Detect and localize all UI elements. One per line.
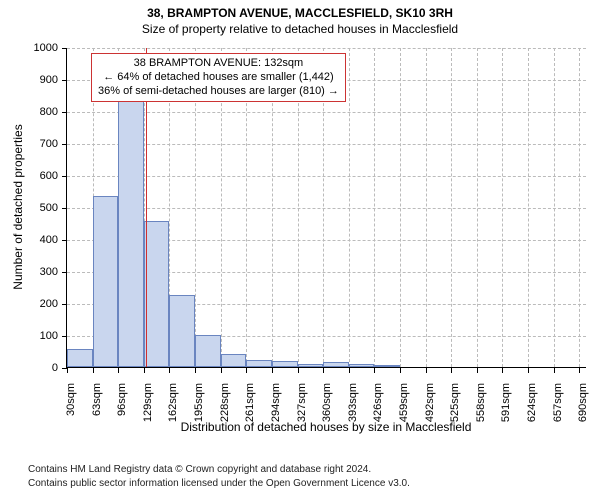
y-tick-mark xyxy=(62,304,67,305)
gridline-vertical xyxy=(502,48,503,367)
y-tick-mark xyxy=(62,240,67,241)
histogram-bar xyxy=(349,364,375,367)
gridline-horizontal xyxy=(67,208,586,209)
x-tick-mark xyxy=(554,368,555,373)
y-tick-label: 0 xyxy=(18,362,58,374)
x-tick-mark xyxy=(426,368,427,373)
histogram-bar xyxy=(298,364,324,367)
page-title: 38, BRAMPTON AVENUE, MACCLESFIELD, SK10 … xyxy=(0,0,600,20)
x-tick-mark xyxy=(298,368,299,373)
gridline-vertical xyxy=(477,48,478,367)
x-tick-mark xyxy=(528,368,529,373)
y-tick-mark xyxy=(62,208,67,209)
x-tick-mark xyxy=(477,368,478,373)
y-tick-label: 1000 xyxy=(18,42,58,54)
gridline-vertical xyxy=(374,48,375,367)
copyright-line1: Contains HM Land Registry data © Crown c… xyxy=(28,463,410,477)
annotation-line: 36% of semi-detached houses are larger (… xyxy=(98,85,339,99)
gridline-vertical xyxy=(400,48,401,367)
histogram-bar xyxy=(374,365,400,367)
x-tick-mark xyxy=(349,368,350,373)
x-tick-mark xyxy=(144,368,145,373)
histogram-bar xyxy=(169,295,195,367)
copyright-line2: Contains public sector information licen… xyxy=(28,477,410,491)
copyright-text: Contains HM Land Registry data © Crown c… xyxy=(28,463,410,490)
histogram-bar xyxy=(195,335,221,367)
histogram-bar xyxy=(144,221,170,367)
histogram-bar xyxy=(93,196,119,367)
histogram-chart: 0100200300400500600700800900100030sqm63s… xyxy=(66,48,586,368)
histogram-bar xyxy=(118,97,144,367)
gridline-vertical xyxy=(451,48,452,367)
histogram-bar xyxy=(67,349,93,367)
gridline-horizontal xyxy=(67,176,586,177)
histogram-bar xyxy=(272,361,298,367)
histogram-bar xyxy=(246,360,272,367)
gridline-vertical xyxy=(554,48,555,367)
x-tick-mark xyxy=(374,368,375,373)
x-tick-mark xyxy=(221,368,222,373)
annotation-line: ← 64% of detached houses are smaller (1,… xyxy=(98,71,339,85)
gridline-horizontal xyxy=(67,48,586,49)
x-tick-mark xyxy=(93,368,94,373)
y-tick-mark xyxy=(62,336,67,337)
y-tick-label: 100 xyxy=(18,330,58,342)
x-tick-mark xyxy=(118,368,119,373)
x-tick-mark xyxy=(451,368,452,373)
x-tick-mark xyxy=(246,368,247,373)
x-tick-mark xyxy=(195,368,196,373)
x-axis-label: Distribution of detached houses by size … xyxy=(66,420,586,434)
y-tick-label: 900 xyxy=(18,74,58,86)
y-tick-mark xyxy=(62,144,67,145)
x-tick-mark xyxy=(400,368,401,373)
annotation-line: 38 BRAMPTON AVENUE: 132sqm xyxy=(98,57,339,71)
y-tick-mark xyxy=(62,112,67,113)
histogram-bar xyxy=(221,354,247,367)
gridline-vertical xyxy=(349,48,350,367)
annotation-box: 38 BRAMPTON AVENUE: 132sqm← 64% of detac… xyxy=(91,53,346,102)
y-axis-label: Number of detached properties xyxy=(11,107,25,307)
x-tick-mark xyxy=(67,368,68,373)
histogram-bar xyxy=(323,362,349,367)
x-tick-mark xyxy=(323,368,324,373)
x-tick-mark xyxy=(502,368,503,373)
gridline-horizontal xyxy=(67,112,586,113)
gridline-horizontal xyxy=(67,144,586,145)
y-tick-mark xyxy=(62,176,67,177)
gridline-vertical xyxy=(528,48,529,367)
gridline-vertical xyxy=(579,48,580,367)
y-tick-mark xyxy=(62,80,67,81)
page-subtitle: Size of property relative to detached ho… xyxy=(0,20,600,36)
y-tick-mark xyxy=(62,48,67,49)
gridline-vertical xyxy=(426,48,427,367)
y-tick-mark xyxy=(62,272,67,273)
x-tick-mark xyxy=(272,368,273,373)
x-tick-mark xyxy=(579,368,580,373)
x-tick-mark xyxy=(169,368,170,373)
